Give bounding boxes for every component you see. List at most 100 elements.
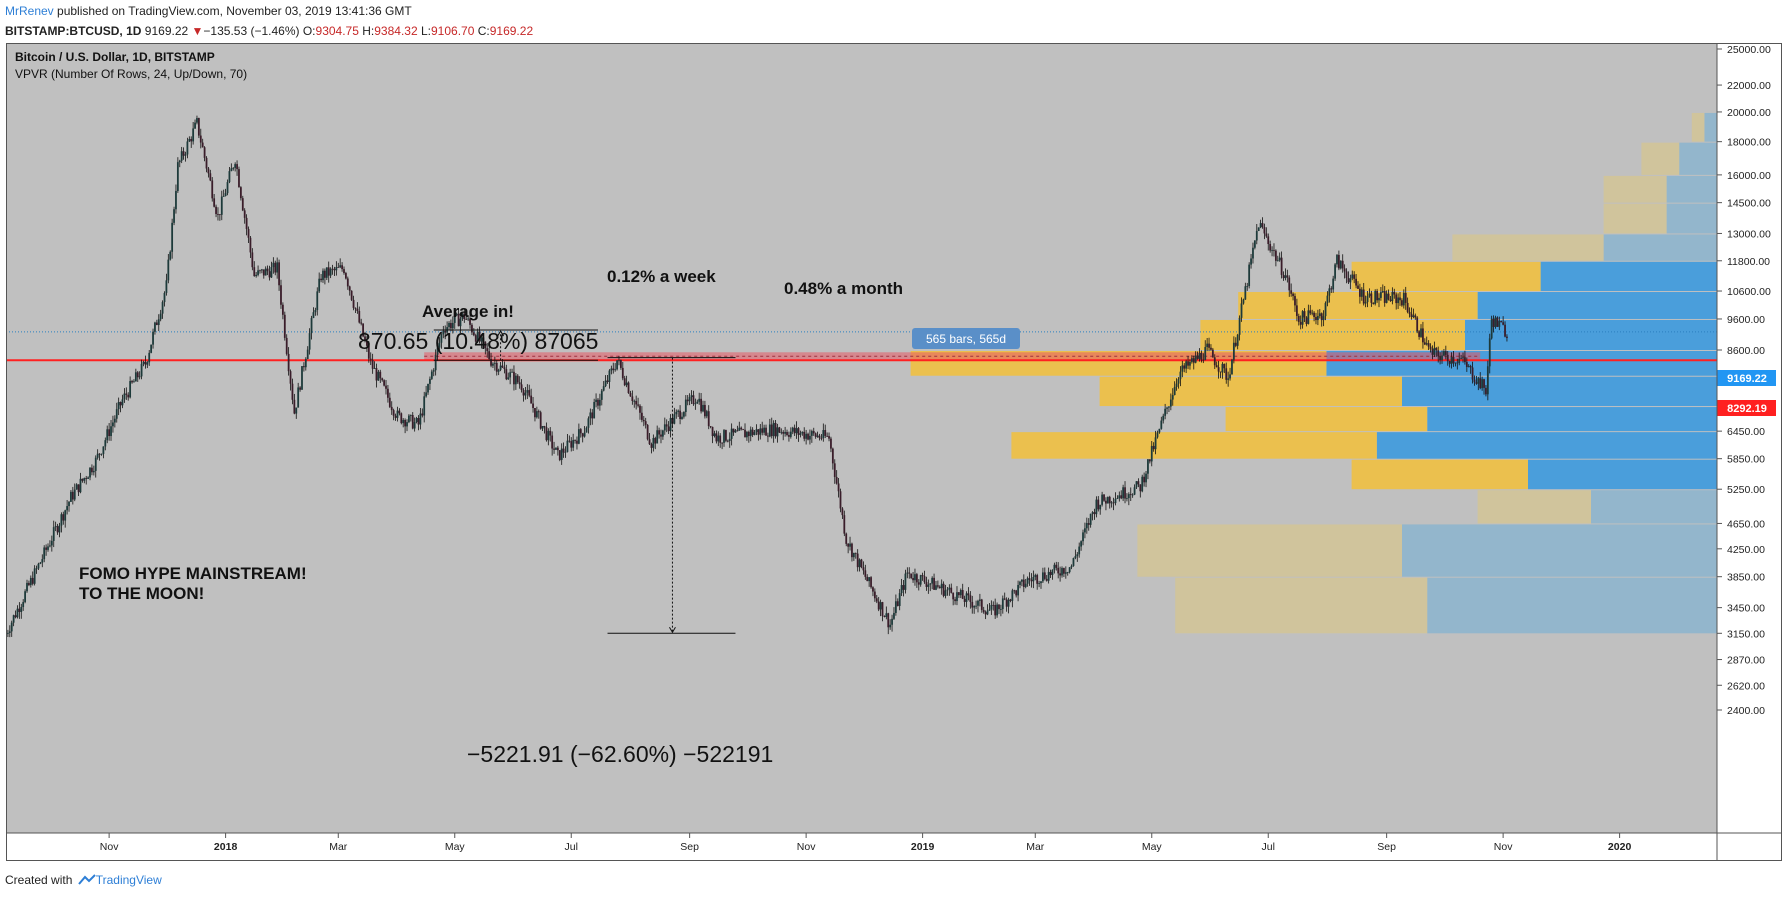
- candle-up: [1426, 343, 1428, 344]
- candle-up: [589, 412, 591, 418]
- candle-down: [666, 424, 668, 426]
- candle-up: [1491, 319, 1493, 339]
- candle-down: [918, 582, 920, 584]
- candle-up: [307, 350, 309, 359]
- candle-down: [1472, 367, 1474, 379]
- candle-up: [1048, 572, 1050, 581]
- candle-down: [393, 410, 395, 416]
- candle-down: [1202, 360, 1204, 361]
- candle-down: [971, 602, 973, 608]
- price-chart[interactable]: 25000.00 22000.00 20000.00 18000.00 16000.00…: [6, 43, 1782, 861]
- indicator-legend[interactable]: VPVR (Number Of Rows, 24, Up/Down, 70): [15, 67, 247, 81]
- candle-down: [1013, 590, 1015, 591]
- candle-down: [878, 601, 880, 609]
- candle-down: [693, 395, 695, 404]
- candle-down: [998, 605, 1000, 610]
- average-in-note: Average in!: [422, 302, 514, 321]
- candle-up: [118, 402, 120, 409]
- candle-up: [234, 164, 236, 168]
- candle-up: [698, 399, 700, 402]
- candle-down: [1029, 578, 1031, 579]
- candle-up: [104, 440, 106, 446]
- candle-down: [521, 384, 523, 390]
- candle-down: [540, 412, 542, 428]
- candle-down: [18, 609, 20, 612]
- candle-up: [1082, 532, 1084, 541]
- candle-up: [618, 360, 620, 361]
- candle-down: [395, 416, 397, 418]
- price-tick-label: 14500.00: [1727, 198, 1771, 210]
- candle-up: [885, 613, 887, 617]
- candle-down: [1109, 497, 1111, 503]
- candle-down: [1309, 310, 1311, 313]
- candle-down: [1344, 268, 1346, 271]
- ohlc-open: 9304.75: [316, 24, 359, 38]
- candle-down: [1464, 357, 1466, 362]
- candle-up: [1084, 528, 1086, 532]
- candle-down: [1500, 321, 1502, 322]
- candle-up: [763, 428, 765, 433]
- candle-up: [1285, 275, 1287, 278]
- created-with-label: Created with: [5, 873, 72, 887]
- candle-up: [425, 392, 427, 396]
- candle-up: [135, 372, 137, 381]
- candle-down: [360, 323, 362, 324]
- candle-down: [864, 570, 866, 577]
- time-axis[interactable]: [6, 833, 1782, 861]
- candle-down: [954, 599, 956, 601]
- candle-down: [1036, 575, 1038, 584]
- candle-down: [379, 372, 381, 379]
- candle-up: [1325, 303, 1327, 316]
- candle-up: [154, 323, 156, 332]
- candle-up: [175, 191, 177, 209]
- candle-up: [1147, 459, 1149, 473]
- candle-down: [1283, 275, 1285, 278]
- candle-up: [1195, 356, 1197, 363]
- candle-up: [11, 623, 13, 632]
- candle-up: [97, 454, 99, 458]
- candle-down: [1214, 357, 1216, 365]
- candle-up: [1166, 408, 1168, 409]
- candle-down: [1262, 223, 1264, 227]
- candle-up: [330, 269, 332, 276]
- candle-up: [738, 428, 740, 431]
- candle-up: [1378, 298, 1380, 300]
- author-link[interactable]: MrRenev: [5, 4, 54, 18]
- candle-down: [1269, 244, 1271, 251]
- candle-up: [1111, 503, 1113, 504]
- candle-down: [269, 271, 271, 277]
- candle-up: [673, 414, 675, 423]
- candle-up: [1061, 568, 1063, 575]
- candle-up: [271, 267, 273, 277]
- candle-down: [293, 400, 295, 414]
- candle-down: [343, 269, 345, 273]
- candle-up: [773, 423, 775, 436]
- candle-up: [1367, 296, 1369, 302]
- candle-down: [924, 576, 926, 582]
- candle-up: [59, 526, 61, 533]
- candle-down: [903, 585, 905, 590]
- candle-up: [498, 370, 500, 372]
- candle-down: [242, 198, 244, 210]
- chart-area[interactable]: 25000.00 22000.00 20000.00 18000.00 16000.00…: [6, 43, 1782, 861]
- last-price: 9169.22: [145, 24, 188, 38]
- candle-up: [1095, 500, 1097, 515]
- tradingview-link[interactable]: TradingView: [96, 873, 162, 887]
- candle-down: [1201, 353, 1203, 360]
- candle-up: [696, 402, 698, 404]
- candle-up: [1092, 512, 1094, 514]
- candle-up: [507, 377, 509, 379]
- candle-up: [1118, 495, 1120, 498]
- candle-up: [1073, 558, 1075, 566]
- candle-up: [123, 394, 125, 400]
- candle-down: [939, 587, 941, 588]
- candle-down: [908, 573, 910, 574]
- candle-up: [1454, 363, 1456, 364]
- candle-up: [1433, 348, 1435, 355]
- candle-down: [504, 367, 506, 369]
- candle-up: [311, 318, 313, 333]
- candle-down: [1496, 317, 1498, 326]
- candle-down: [775, 423, 777, 436]
- candle-down: [926, 582, 928, 587]
- candle-up: [691, 395, 693, 397]
